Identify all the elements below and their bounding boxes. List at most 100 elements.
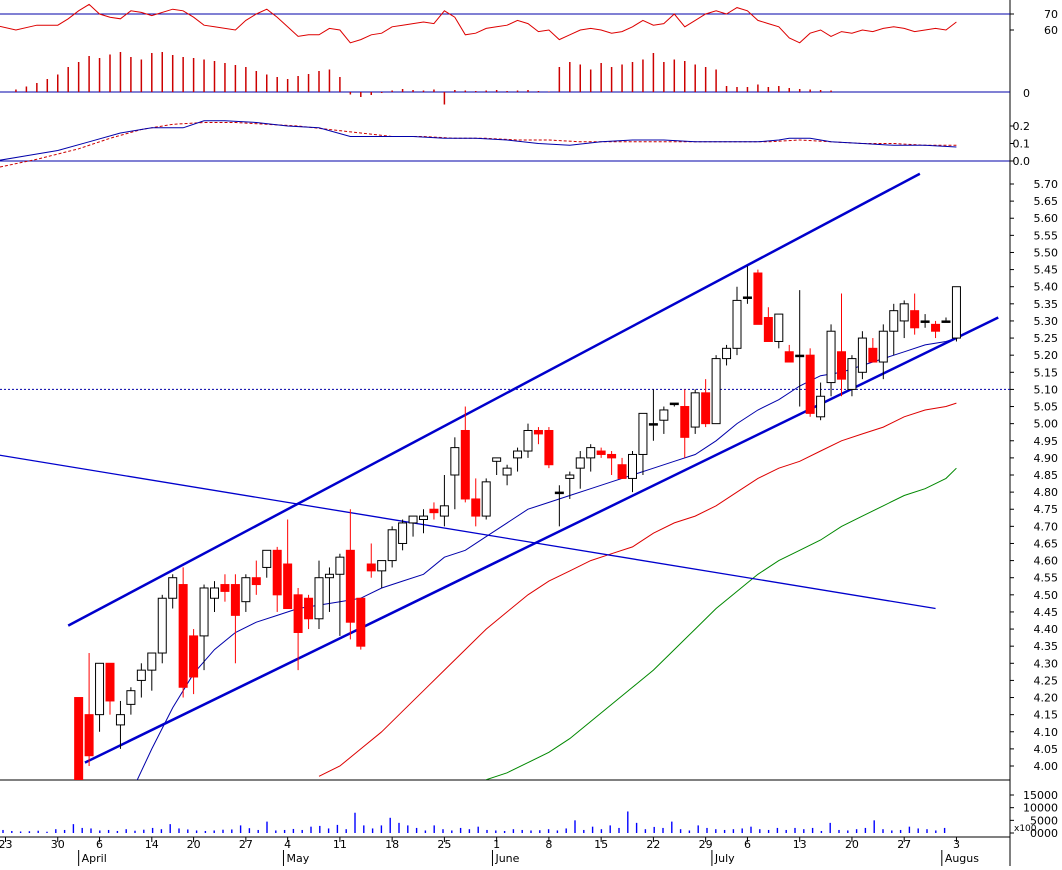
candle-body — [722, 347, 732, 360]
x-tick-label: 11 — [333, 838, 347, 851]
candle-body — [586, 447, 596, 459]
trendline — [67, 172, 921, 627]
price-tick-label: 4.30 — [1034, 657, 1059, 670]
candle-body — [324, 573, 334, 579]
candle-body — [408, 515, 418, 524]
price-tick-label: 4.45 — [1034, 606, 1059, 619]
candle-body — [732, 299, 742, 349]
x-tick-label: 4 — [284, 838, 291, 851]
candle-body — [774, 313, 784, 342]
volume-tick-label: 0000 — [1030, 827, 1058, 840]
candle-body — [628, 453, 637, 479]
candle-body — [931, 323, 941, 332]
candle-body — [460, 429, 470, 500]
x-tick-label: 18 — [385, 838, 399, 851]
candle-body — [387, 529, 397, 562]
month-label: June — [494, 852, 519, 865]
candle-body — [95, 662, 105, 716]
candle-body — [742, 296, 752, 299]
price-tick-label: 4.90 — [1034, 452, 1059, 465]
candle-body — [816, 395, 826, 418]
candle-body — [241, 577, 251, 603]
x-tick-label: 15 — [594, 838, 608, 851]
x-tick-label: 23 — [0, 838, 13, 851]
month-label: April — [82, 852, 107, 865]
candle-body — [429, 508, 439, 514]
candle-body — [669, 402, 679, 406]
candle-body — [74, 697, 84, 780]
candle-body — [648, 423, 658, 426]
candle-body — [513, 450, 523, 459]
candle-body — [147, 652, 157, 671]
candle-body — [283, 563, 293, 610]
price-tick-label: 5.70 — [1034, 178, 1059, 191]
trendline — [0, 454, 936, 610]
price-tick-label: 4.15 — [1034, 709, 1059, 722]
candle-body — [377, 560, 387, 572]
price-tick-label: 4.80 — [1034, 486, 1059, 499]
price-plot-area — [0, 172, 1010, 780]
x-tick-label: 6 — [96, 838, 103, 851]
volume-tick-label: 10000 — [1023, 802, 1058, 815]
price-tick-label: 4.10 — [1034, 726, 1059, 739]
candle-body — [711, 358, 721, 425]
x-tick-label: 25 — [437, 838, 451, 851]
candle-body — [847, 358, 857, 390]
candle-body — [157, 597, 167, 654]
x-tick-label: 14 — [145, 838, 159, 851]
volume-tick-label: 15000 — [1023, 789, 1058, 802]
candle-body — [544, 429, 554, 466]
candle-body — [220, 584, 230, 592]
candle-body — [523, 429, 533, 452]
candle-body — [105, 662, 115, 702]
candle-body — [753, 272, 763, 325]
month-label: Augus — [945, 852, 979, 865]
candle-body — [251, 577, 261, 586]
price-tick-label: 4.20 — [1034, 692, 1059, 705]
candle-body — [136, 669, 146, 681]
price-tick-label: 4.75 — [1034, 503, 1059, 516]
rsi-tick-label: 70 — [1044, 8, 1058, 21]
candle-body — [304, 597, 314, 620]
candle-body — [805, 354, 815, 414]
rsi-tick-label: 60 — [1044, 24, 1058, 37]
x-tick-label: 30 — [51, 838, 65, 851]
candle-body — [701, 392, 711, 425]
price-tick-label: 5.05 — [1034, 401, 1059, 414]
macd-tick-label: 0.2 — [1013, 120, 1031, 133]
x-tick-label: 13 — [793, 838, 807, 851]
price-tick-label: 4.40 — [1034, 623, 1059, 636]
candle-body — [690, 392, 700, 428]
price-tick-label: 4.25 — [1034, 674, 1059, 687]
price-tick-label: 4.60 — [1034, 555, 1059, 568]
candle-body — [345, 549, 355, 623]
price-tick-label: 5.65 — [1034, 195, 1059, 208]
candle-body — [178, 584, 188, 688]
x-tick-label: 8 — [545, 838, 552, 851]
candle-body — [607, 453, 617, 459]
x-tick-label: 27 — [897, 838, 911, 851]
x-tick-label: 20 — [845, 838, 859, 851]
candle-body — [502, 467, 512, 476]
candle-body — [826, 330, 836, 384]
x-tick-label: 1 — [493, 838, 500, 851]
candle-body — [189, 635, 199, 678]
price-tick-label: 4.00 — [1034, 760, 1059, 773]
candle-body — [596, 450, 606, 455]
price-tick-label: 4.95 — [1034, 435, 1059, 448]
candle-body — [659, 409, 669, 421]
candle-body — [941, 320, 951, 323]
candle-body — [471, 498, 481, 517]
month-label: May — [286, 852, 309, 865]
price-tick-label: 5.15 — [1034, 366, 1059, 379]
candle-body — [889, 310, 899, 332]
price-tick-label: 4.65 — [1034, 537, 1059, 550]
moving-average-short — [136, 337, 957, 780]
candle-body — [398, 522, 408, 544]
x-tick-label: 27 — [239, 838, 253, 851]
candle-body — [910, 310, 920, 329]
candle-body — [366, 563, 376, 572]
candle-body — [293, 594, 303, 633]
